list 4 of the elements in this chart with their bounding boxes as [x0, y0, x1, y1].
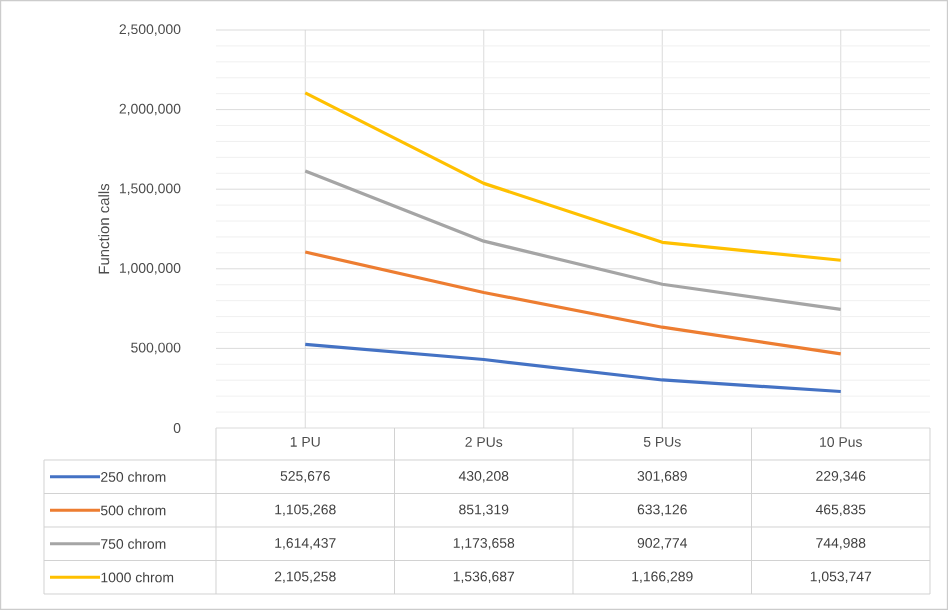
line-series [303, 169, 843, 311]
line-series [303, 91, 843, 262]
line-series [303, 250, 843, 356]
line-series [303, 342, 843, 394]
